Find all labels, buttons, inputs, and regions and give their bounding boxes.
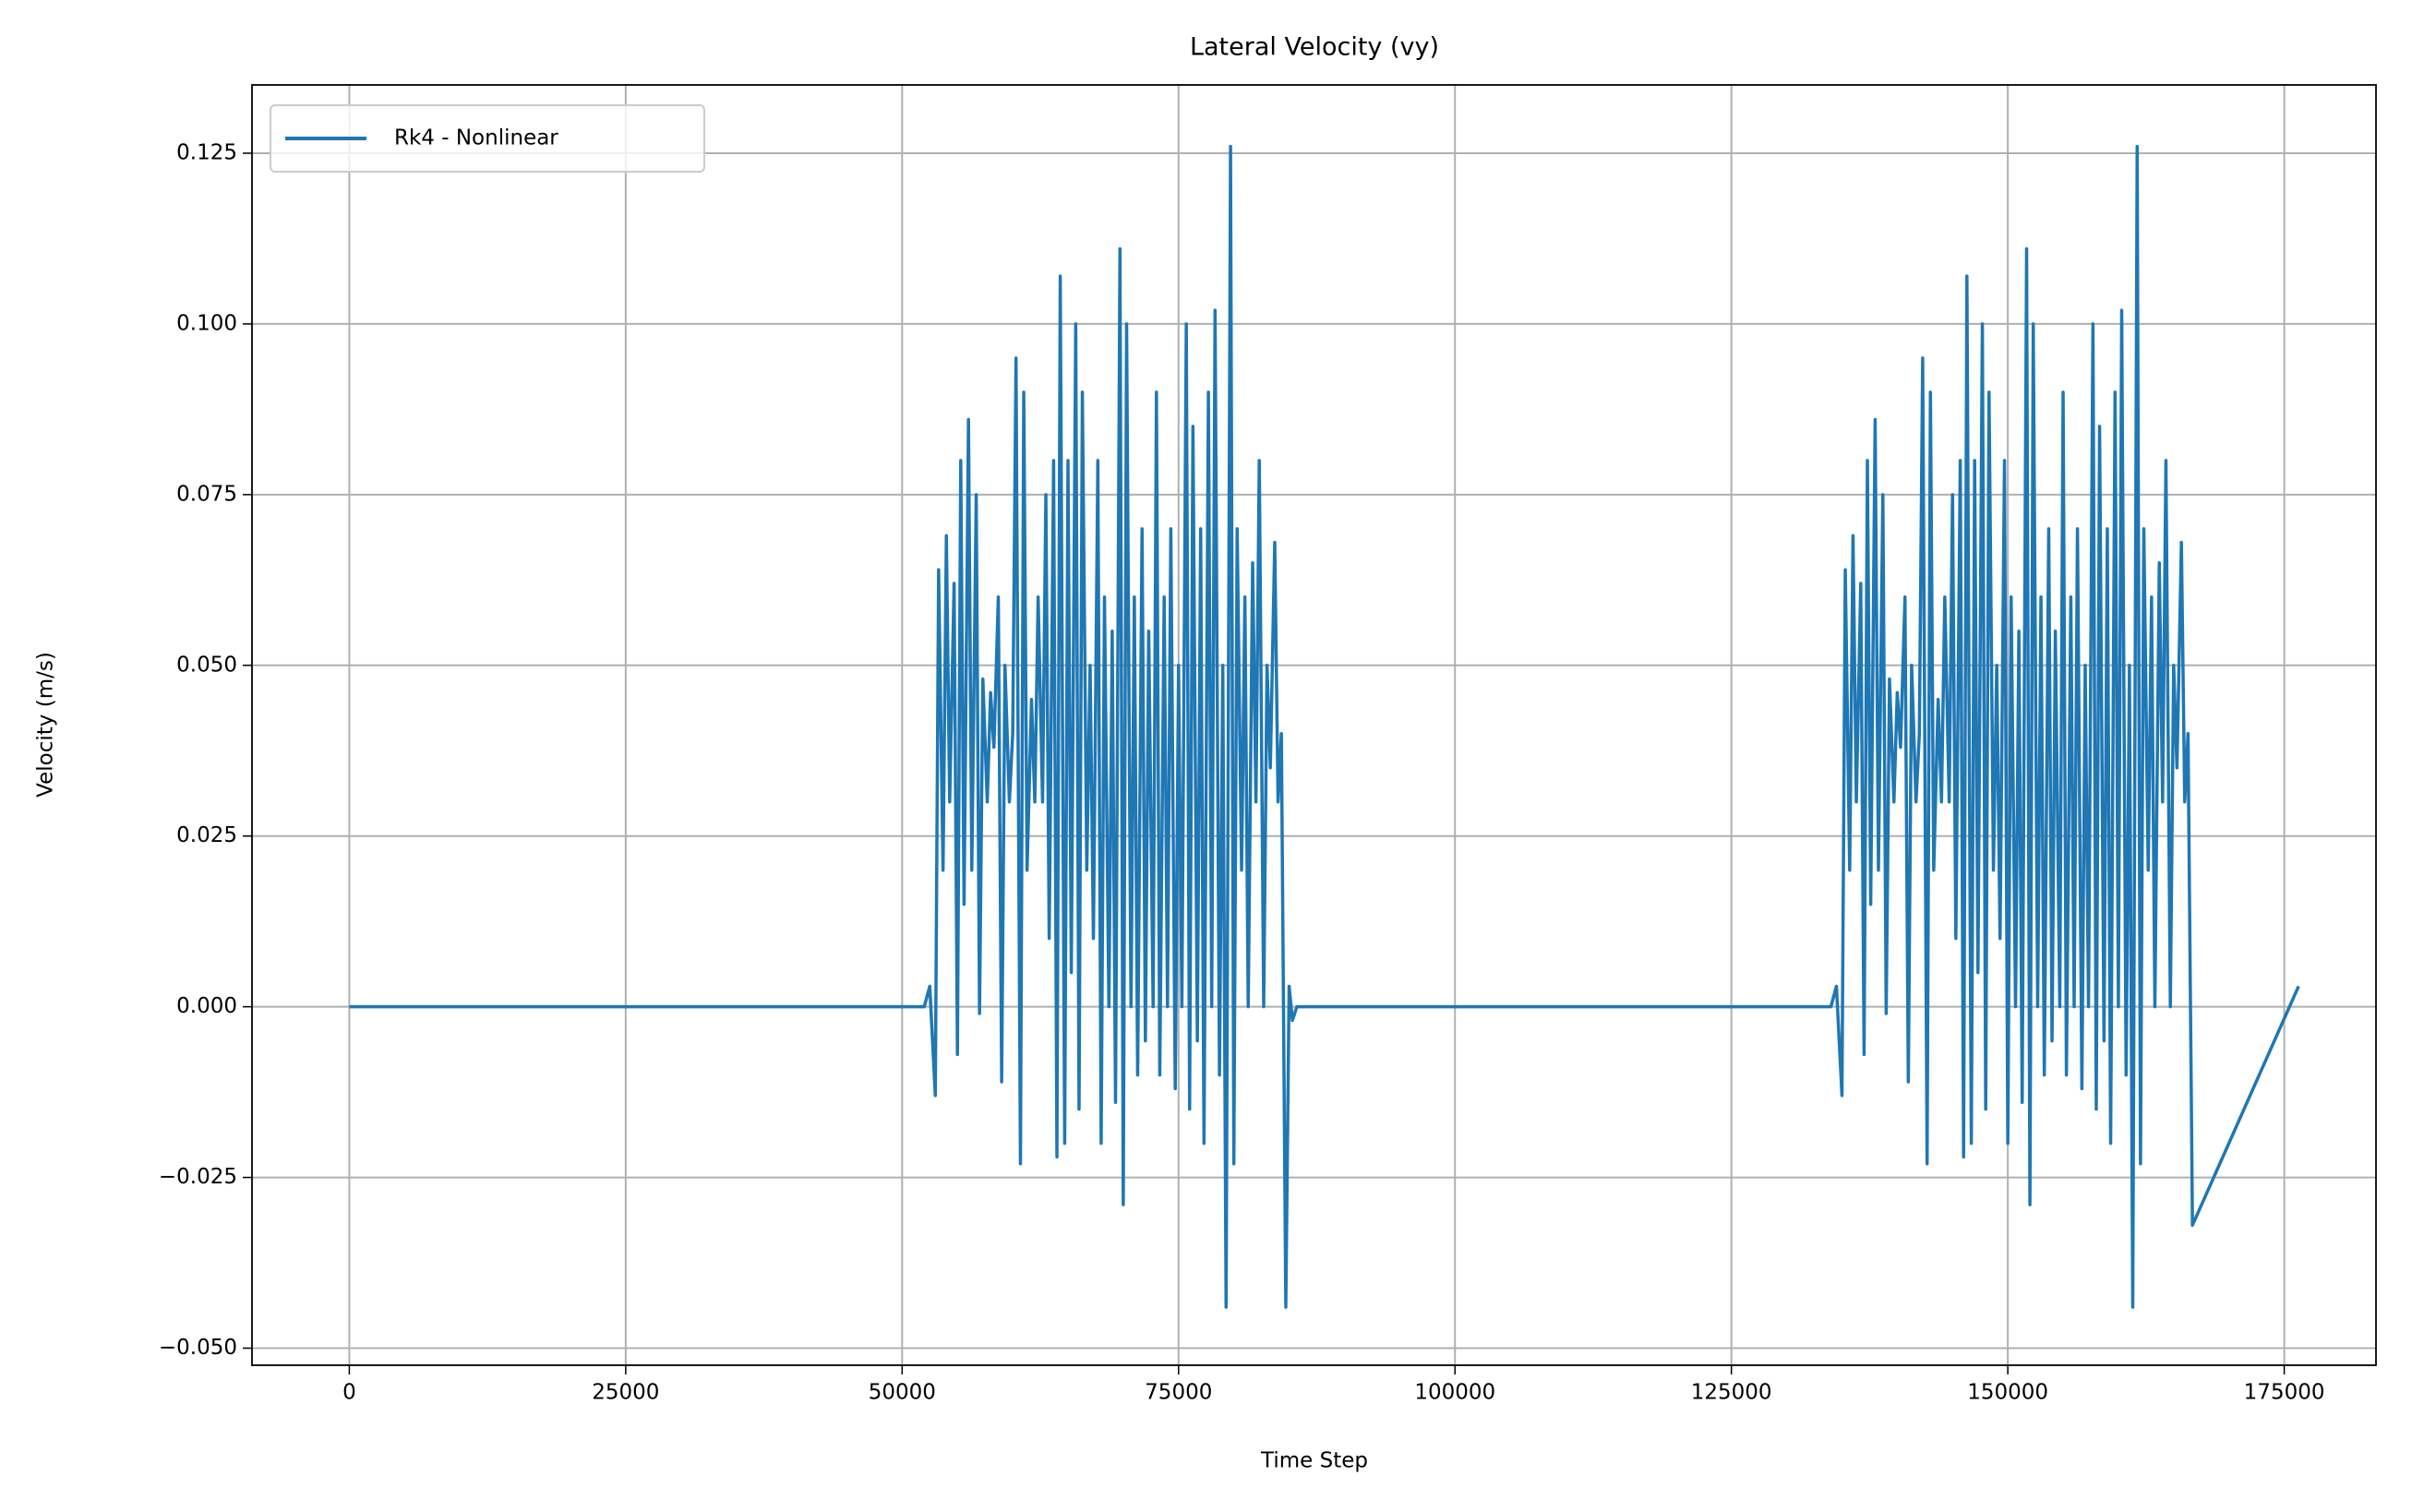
x-tick-label: 50000 <box>869 1381 936 1405</box>
x-tick-label: 150000 <box>1967 1381 2048 1405</box>
legend-label: Rk4 - Nonlinear <box>394 126 558 150</box>
x-tick-label: 125000 <box>1691 1381 1772 1405</box>
chart-title: Lateral Velocity (vy) <box>1190 33 1439 62</box>
plot-frame <box>251 84 2377 1366</box>
x-tick-label: 75000 <box>1145 1381 1212 1405</box>
data-line <box>349 144 2300 1309</box>
y-tick-label: 0.025 <box>176 823 237 847</box>
legend-box <box>270 104 705 173</box>
y-tick-label: 0.125 <box>176 140 237 164</box>
y-tick-label: 0.075 <box>176 482 237 506</box>
y-tick-label: 0.000 <box>176 994 237 1018</box>
x-tick-label: 175000 <box>2244 1381 2325 1405</box>
y-tick-label: 0.050 <box>176 653 237 677</box>
y-axis-label: Velocity (m/s) <box>34 652 58 798</box>
x-tick-label: 0 <box>342 1381 356 1405</box>
y-tick-label: 0.100 <box>176 311 237 335</box>
y-tick-label: −0.050 <box>159 1336 237 1360</box>
x-axis-label: Time Step <box>1260 1449 1368 1473</box>
x-tick-label: 25000 <box>592 1381 659 1405</box>
y-tick-label: −0.025 <box>159 1165 237 1189</box>
x-tick-label: 100000 <box>1414 1381 1495 1405</box>
